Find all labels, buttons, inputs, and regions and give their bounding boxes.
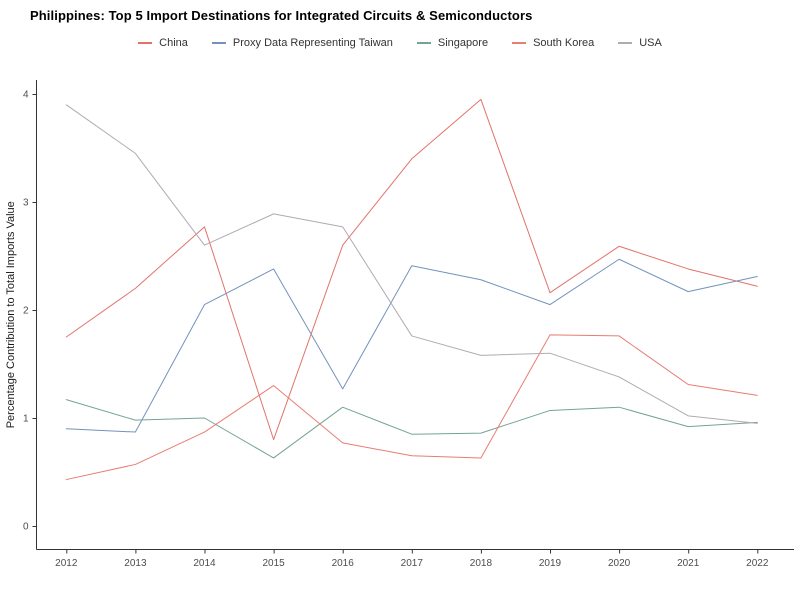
legend-key-line-china xyxy=(138,42,153,44)
legend-label-singapore: Singapore xyxy=(437,37,489,49)
legend-item-china: China xyxy=(138,37,188,49)
x-tick-label-2014: 2014 xyxy=(193,558,216,569)
y-tick-label-3: 3 xyxy=(23,198,29,209)
legend-label-china: China xyxy=(159,37,188,49)
legend-item-usa: USA xyxy=(618,37,662,49)
legend-key-line-usa xyxy=(618,42,633,44)
x-tick-label-2018: 2018 xyxy=(470,558,493,569)
chart-title: Philippines: Top 5 Import Destinations f… xyxy=(30,8,533,23)
legend-key-line-proxy-data-representing-taiwan xyxy=(211,42,226,44)
x-tick-label-2021: 2021 xyxy=(677,558,700,569)
x-tick-label-2012: 2012 xyxy=(55,558,78,569)
series-line-proxy-data-representing-taiwan xyxy=(65,258,758,433)
series-line-singapore xyxy=(65,399,758,459)
y-tick-label-0: 0 xyxy=(23,522,29,533)
x-tick-label-2015: 2015 xyxy=(262,558,285,569)
chart-legend: China Proxy Data Representing Taiwan Singa… xyxy=(0,37,800,49)
y-tick-label-2: 2 xyxy=(23,306,29,317)
legend-label-south-korea: South Korea xyxy=(533,37,595,49)
y-tick-label-4: 4 xyxy=(23,90,29,101)
series-line-china xyxy=(65,98,758,441)
series-line-south-korea xyxy=(65,334,758,481)
legend-key-line-singapore xyxy=(416,42,431,44)
legend-label-proxy-data-representing-taiwan: Proxy Data Representing Taiwan xyxy=(232,37,393,49)
x-tick-label-2020: 2020 xyxy=(608,558,631,569)
legend-item-singapore: Singapore xyxy=(416,37,489,49)
legend-key-line-south-korea xyxy=(512,42,527,44)
x-tick-label-2016: 2016 xyxy=(332,558,355,569)
legend-item-proxy-data-representing-taiwan: Proxy Data Representing Taiwan xyxy=(211,37,393,49)
y-axis-title: Percentage Contribution to Total Imports… xyxy=(5,201,17,428)
x-tick-label-2013: 2013 xyxy=(124,558,147,569)
series-line-usa xyxy=(65,104,758,424)
x-tick-label-2019: 2019 xyxy=(539,558,562,569)
legend-item-south-korea: South Korea xyxy=(512,37,594,49)
legend-label-usa: USA xyxy=(639,37,662,49)
x-tick-label-2022: 2022 xyxy=(746,558,769,569)
x-tick-label-2017: 2017 xyxy=(401,558,424,569)
y-tick-label-1: 1 xyxy=(23,414,29,425)
